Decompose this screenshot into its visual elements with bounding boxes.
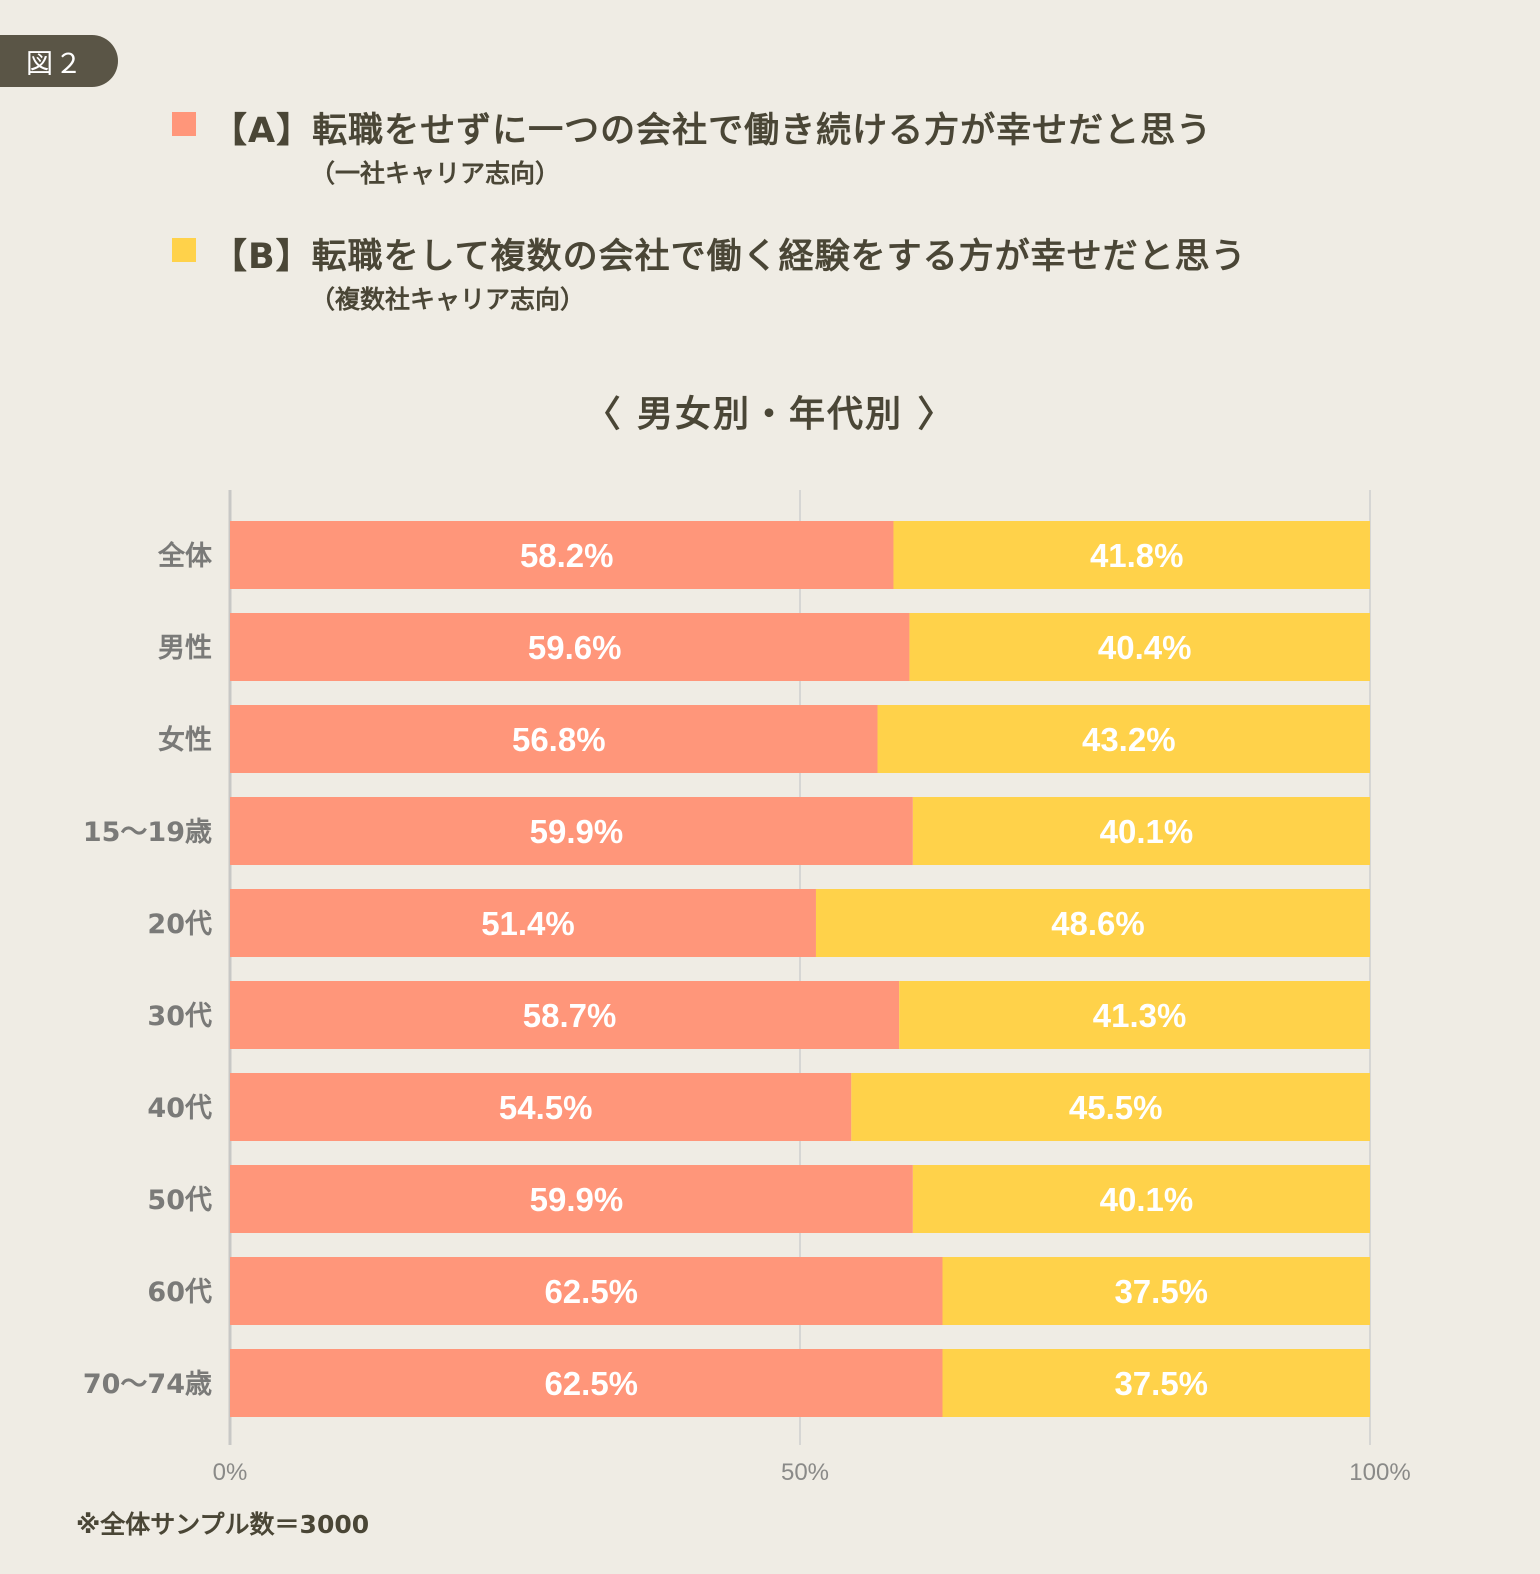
value-label: 58.2%	[520, 537, 614, 574]
legend-swatch-a	[172, 112, 196, 136]
bar-segment-a	[230, 1073, 852, 1141]
bar-segment-a	[230, 705, 878, 773]
category-label: 60代	[147, 1277, 212, 1308]
value-label: 59.9%	[530, 1181, 624, 1218]
x-tick-label: 0%	[213, 1459, 248, 1486]
value-label: 43.2%	[1082, 721, 1176, 758]
value-label: 48.6%	[1051, 905, 1145, 942]
value-label: 54.5%	[499, 1089, 593, 1126]
bar-segment-b	[909, 613, 1370, 681]
category-label: 40代	[147, 1093, 212, 1124]
value-label: 58.7%	[523, 997, 617, 1034]
bar-segment-a	[230, 981, 900, 1049]
bar-segment-a	[230, 1165, 913, 1233]
value-label: 62.5%	[544, 1273, 638, 1310]
bar-segment-b	[899, 981, 1370, 1049]
bar-segment-b	[942, 1257, 1370, 1325]
figure-label-badge: 図２	[0, 35, 118, 87]
bar-segment-a	[230, 1349, 943, 1417]
value-label: 37.5%	[1114, 1365, 1208, 1402]
value-label: 40.1%	[1100, 813, 1194, 850]
labels: 0% 50% 100% 全体 58.2% 41.8% 男性 59.6% 40.4% 女性 56.8%…	[83, 537, 1411, 1486]
value-label: 41.3%	[1093, 997, 1187, 1034]
value-label: 59.6%	[528, 629, 622, 666]
bar-segment-a	[230, 889, 816, 957]
bar-segment-a	[230, 521, 894, 589]
bar-segment-b	[815, 889, 1370, 957]
chart-section-title: 〈 男女別・年代別 〉	[584, 394, 956, 435]
category-label: 男性	[158, 633, 212, 664]
bar-segment-b	[912, 797, 1370, 865]
value-label: 62.5%	[544, 1365, 638, 1402]
bar-segment-b	[942, 1349, 1370, 1417]
bar-segment-a	[230, 613, 910, 681]
bars	[230, 521, 1370, 1417]
category-label: 50代	[147, 1185, 212, 1216]
x-tick-label: 50%	[781, 1459, 829, 1486]
legend-subtext-b: （複数社キャリア志向）	[310, 285, 586, 314]
bar-segment-b	[851, 1073, 1370, 1141]
value-label: 59.9%	[530, 813, 624, 850]
x-tick-label: 100%	[1349, 1459, 1410, 1486]
bar-segment-b	[912, 1165, 1370, 1233]
category-label: 女性	[158, 724, 212, 756]
category-label: 15～19歳	[83, 817, 212, 848]
legend-text-b: 【B】転職をして複数の会社で働く経験をする方が幸せだと思う	[212, 237, 1247, 277]
bar-segment-b	[893, 521, 1370, 589]
value-label: 41.8%	[1090, 537, 1184, 574]
legend-swatch-b	[172, 238, 196, 262]
value-label: 45.5%	[1069, 1089, 1163, 1126]
bar-segment-a	[230, 1257, 943, 1325]
legend-subtext-a: （一社キャリア志向）	[310, 159, 561, 188]
value-label: 56.8%	[512, 721, 606, 758]
value-label: 37.5%	[1114, 1273, 1208, 1310]
value-label: 51.4%	[481, 905, 575, 942]
category-label: 全体	[157, 540, 213, 572]
sample-size-footnote: ※全体サンプル数＝3000	[76, 1510, 370, 1539]
bar-segment-b	[877, 705, 1370, 773]
value-label: 40.1%	[1100, 1181, 1194, 1218]
legend-text-a: 【A】転職をせずに一つの会社で働き続ける方が幸せだと思う	[212, 111, 1213, 151]
category-label: 30代	[147, 1001, 212, 1032]
category-label: 20代	[147, 909, 212, 940]
bar-segment-a	[230, 797, 913, 865]
category-label: 70～74歳	[83, 1369, 212, 1400]
value-label: 40.4%	[1098, 629, 1192, 666]
